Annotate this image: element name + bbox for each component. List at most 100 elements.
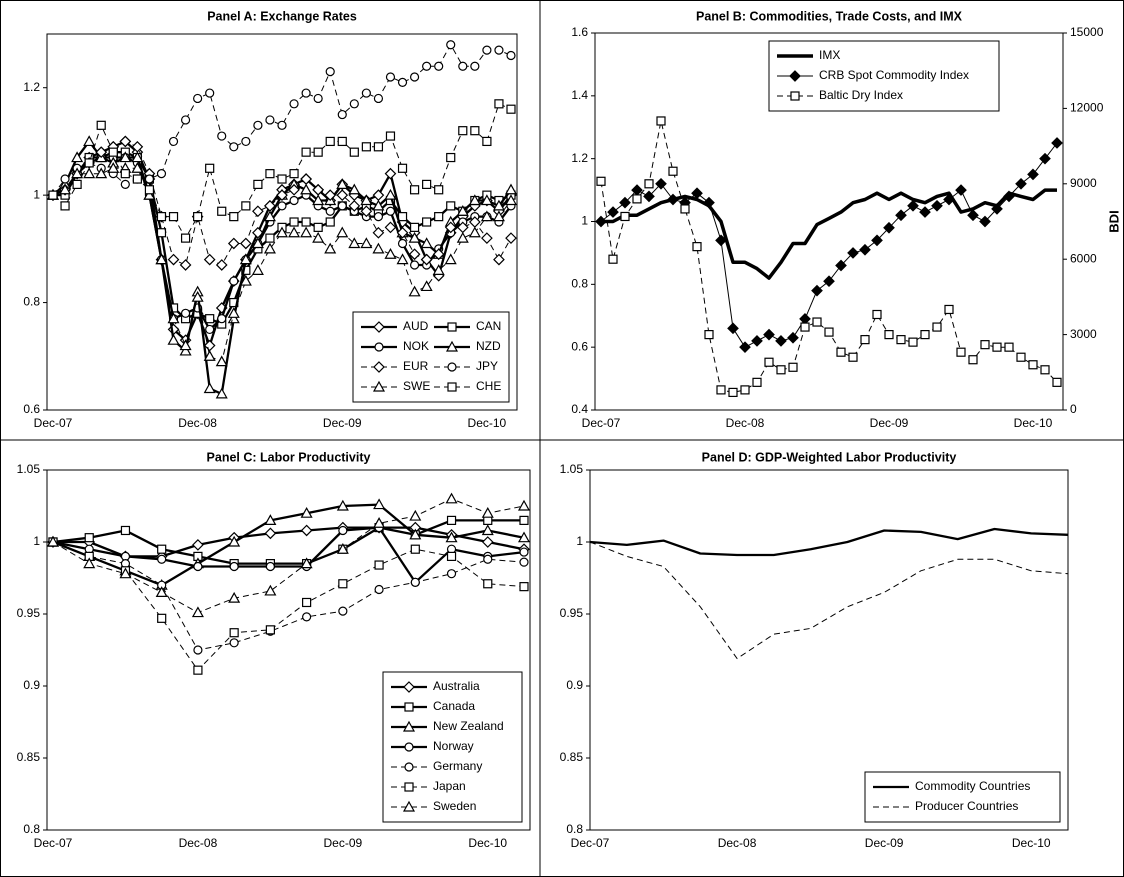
legend-label: CAN bbox=[476, 319, 501, 333]
marker bbox=[716, 385, 726, 395]
marker bbox=[668, 166, 678, 176]
marker bbox=[265, 169, 275, 179]
marker bbox=[252, 205, 264, 218]
y-tick-label: 0.8 bbox=[571, 277, 588, 291]
marker bbox=[264, 527, 277, 540]
legend: Commodity Countries Producer Countries bbox=[864, 771, 1061, 823]
marker bbox=[179, 344, 192, 356]
marker bbox=[300, 173, 312, 185]
marker bbox=[504, 183, 518, 195]
marker bbox=[445, 492, 458, 504]
marker bbox=[301, 88, 311, 98]
marker bbox=[229, 628, 239, 638]
y2-tick-label: 15000 bbox=[1070, 25, 1104, 39]
x-tick-label: Dec-07 bbox=[34, 416, 73, 430]
marker bbox=[325, 66, 335, 77]
marker bbox=[302, 597, 312, 608]
marker bbox=[456, 231, 469, 243]
marker bbox=[703, 196, 715, 209]
y-tick-label: 1 bbox=[33, 187, 40, 201]
marker bbox=[1052, 377, 1062, 387]
marker bbox=[835, 259, 847, 272]
y-tick-label: 1 bbox=[581, 214, 588, 228]
marker bbox=[468, 226, 481, 238]
marker bbox=[337, 201, 347, 211]
y-tick-label: 1.6 bbox=[571, 25, 588, 39]
legend-marker bbox=[374, 342, 384, 352]
marker bbox=[227, 312, 240, 324]
series-line bbox=[52, 498, 525, 614]
marker bbox=[301, 217, 311, 227]
marker bbox=[931, 199, 943, 212]
marker bbox=[251, 237, 264, 249]
marker bbox=[372, 242, 385, 254]
marker bbox=[324, 242, 337, 254]
x-tick-label: Dec-09 bbox=[865, 836, 904, 850]
marker bbox=[397, 163, 408, 173]
marker bbox=[84, 533, 94, 543]
marker bbox=[480, 194, 493, 206]
legend-marker bbox=[402, 800, 416, 812]
marker bbox=[203, 382, 216, 394]
marker bbox=[288, 183, 300, 196]
marker bbox=[444, 221, 457, 234]
marker bbox=[253, 120, 263, 130]
marker bbox=[788, 362, 798, 372]
marker bbox=[95, 167, 108, 179]
x-tick-label: Dec-09 bbox=[323, 416, 362, 430]
marker bbox=[396, 253, 409, 265]
series-line bbox=[52, 541, 525, 651]
marker bbox=[144, 174, 155, 184]
legend-marker bbox=[403, 681, 415, 693]
marker bbox=[338, 606, 348, 616]
marker bbox=[481, 524, 494, 536]
marker bbox=[1015, 177, 1027, 190]
marker bbox=[619, 196, 631, 209]
marker bbox=[301, 147, 311, 157]
marker bbox=[372, 199, 385, 211]
y-tick-label: 0.8 bbox=[23, 822, 40, 836]
marker bbox=[229, 561, 239, 572]
marker bbox=[193, 212, 203, 222]
marker bbox=[385, 206, 396, 216]
marker bbox=[156, 212, 167, 222]
marker bbox=[727, 322, 739, 335]
marker bbox=[72, 179, 82, 189]
marker bbox=[824, 327, 834, 337]
marker bbox=[336, 178, 349, 189]
marker bbox=[227, 307, 240, 318]
marker bbox=[420, 237, 433, 249]
legend-marker bbox=[447, 322, 457, 332]
marker bbox=[193, 561, 203, 572]
y-tick-label: 1 bbox=[576, 534, 583, 548]
marker bbox=[944, 304, 954, 315]
x-tick-label: Dec-10 bbox=[468, 836, 507, 850]
marker bbox=[397, 77, 408, 87]
marker bbox=[193, 665, 203, 675]
y-tick-label: 1.4 bbox=[571, 88, 588, 102]
marker bbox=[373, 517, 386, 528]
marker bbox=[384, 221, 397, 234]
marker bbox=[483, 579, 493, 589]
marker bbox=[859, 243, 871, 256]
marker bbox=[324, 189, 337, 201]
legend-label: Producer Countries bbox=[915, 799, 1018, 813]
legend-label: Norway bbox=[433, 739, 474, 753]
marker bbox=[227, 237, 240, 250]
marker bbox=[739, 341, 751, 354]
legend-marker bbox=[372, 380, 386, 392]
marker bbox=[907, 199, 919, 212]
marker bbox=[119, 567, 132, 579]
marker bbox=[239, 253, 252, 265]
marker bbox=[277, 120, 287, 130]
marker bbox=[312, 194, 325, 206]
series bbox=[596, 116, 1062, 398]
marker bbox=[193, 645, 203, 655]
marker bbox=[229, 142, 239, 152]
marker bbox=[228, 535, 241, 547]
marker bbox=[596, 176, 606, 186]
marker bbox=[409, 260, 420, 270]
marker bbox=[481, 536, 494, 548]
legend: AUD CAN NOK NZD EUR JPY SWE CHE bbox=[352, 311, 510, 403]
